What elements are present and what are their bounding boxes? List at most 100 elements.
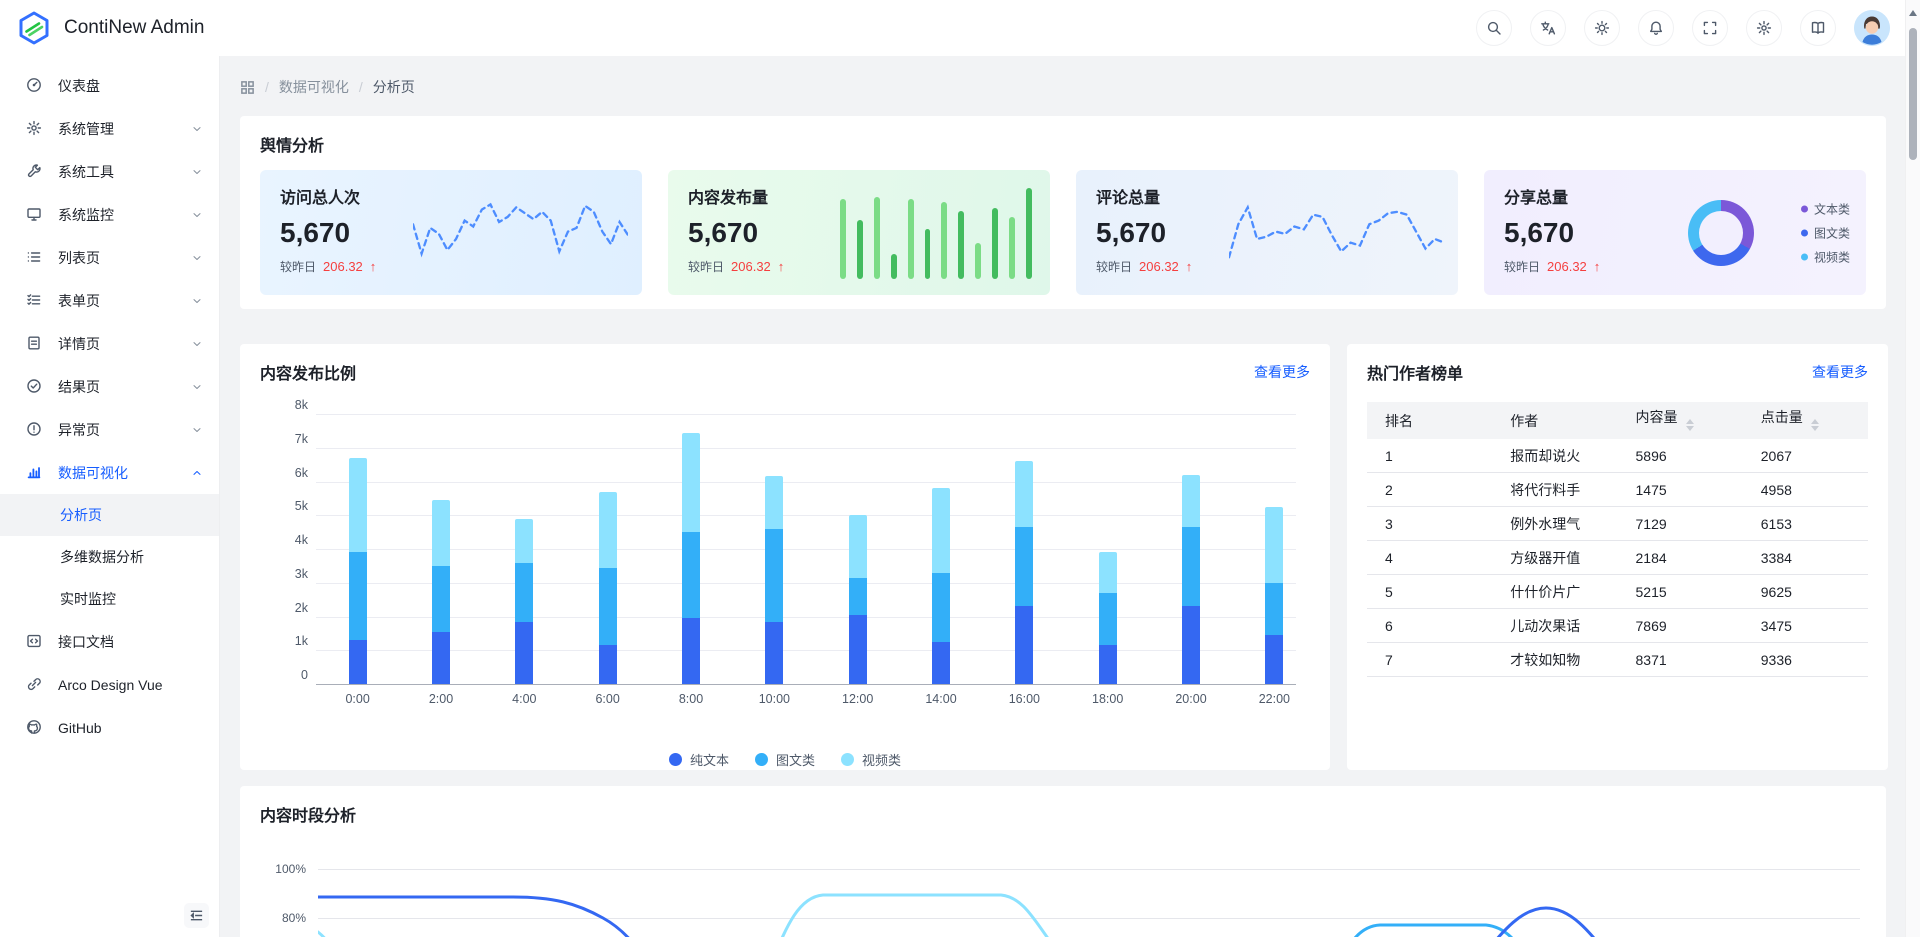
stat-title: 内容发布量	[688, 190, 769, 207]
table-cell: 9625	[1742, 574, 1868, 609]
column-label: 点击量	[1760, 408, 1803, 425]
bar-segment-纯文本	[848, 614, 867, 684]
header-search-button[interactable]	[1476, 10, 1512, 46]
bar-segment-图文类	[682, 532, 700, 619]
sidebar-item-2[interactable]: 系统工具	[0, 150, 219, 193]
bell-icon	[1648, 20, 1664, 36]
sidebar-item-12[interactable]: GitHub	[0, 706, 219, 749]
bar-segment-视频类	[1182, 474, 1200, 528]
sidebar-item-label: GitHub	[58, 719, 102, 736]
donut-legend-item: 文本类	[1800, 200, 1850, 217]
content-ratio-more-link[interactable]: 查看更多	[1254, 364, 1310, 380]
bar-segment-图文类	[932, 572, 950, 642]
table-cell: 3	[1367, 506, 1493, 541]
sidebar-item-8[interactable]: 异常页	[0, 408, 219, 451]
stacked-bar	[932, 488, 950, 684]
time-analysis-panel: 内容时段分析 100% 80%	[240, 786, 1886, 937]
x-axis-label: 12:00	[842, 692, 874, 706]
sidebar-collapse-button[interactable]	[184, 903, 209, 928]
warning-circle-icon	[26, 421, 44, 439]
table-cell: 才较如知物	[1492, 642, 1618, 677]
sidebar-subitem-9-2[interactable]: 实时监控	[0, 578, 219, 620]
bar-segment-纯文本	[432, 631, 450, 684]
authors-col-2: 内容量	[1617, 402, 1743, 439]
authors-more-link[interactable]: 查看更多	[1812, 364, 1868, 380]
fullscreen-icon	[1702, 20, 1718, 36]
delta-value: 206.32	[1547, 259, 1587, 274]
authors-title: 热门作者榜单	[1367, 366, 1464, 383]
bar-segment-视频类	[765, 476, 784, 529]
bar-segment-视频类	[515, 518, 534, 563]
sidebar-subitem-9-0[interactable]: 分析页	[0, 494, 219, 536]
apps-grid-icon[interactable]	[240, 80, 255, 95]
sidebar-item-9[interactable]: 数据可视化	[0, 451, 219, 494]
y-axis-label: 1k	[294, 634, 308, 649]
page-scrollbar[interactable]	[1905, 0, 1920, 937]
breadcrumb-item-analysis: 分析页	[372, 79, 415, 95]
table-row: 4 方级器开值 2184 3384	[1367, 540, 1868, 575]
table-cell: 7	[1367, 642, 1493, 677]
sidebar-nav: 仪表盘 系统管理 系统工具 系统监控 列表页 表单页 详情页 结果页 异常页 数据可视化 分析页 多维…	[0, 56, 220, 937]
gridline	[316, 549, 1296, 550]
table-cell: 报而却说火	[1492, 439, 1618, 473]
bar-segment-视频类	[1015, 461, 1034, 528]
table-cell: 4958	[1742, 472, 1868, 507]
header-bell-button[interactable]	[1638, 10, 1674, 46]
table-cell: 2	[1367, 472, 1493, 507]
sidebar-item-4[interactable]: 列表页	[0, 236, 219, 279]
bar-segment-图文类	[432, 565, 450, 632]
y-axis-label: 4k	[294, 533, 308, 547]
stat-card-row: 访问总人次 5,670 较昨日 206.32 ↑ 内容发布量 5,670 较昨日…	[260, 170, 1866, 295]
form-icon	[26, 292, 44, 310]
authors-col-3: 点击量	[1742, 402, 1868, 439]
mini-bar	[1009, 217, 1016, 279]
app-logo-icon	[16, 10, 52, 46]
bar-segment-图文类	[765, 528, 784, 622]
delta-label: 较昨日	[1096, 260, 1133, 274]
legend-item[interactable]: 纯文本	[668, 750, 729, 769]
stat-title: 访问总人次	[280, 190, 361, 207]
sort-caret-icon[interactable]	[1810, 415, 1819, 435]
bar-segment-纯文本	[1265, 635, 1284, 684]
authors-table: 排名 作者 内容量 点击量 1 报而却说火 5896 2067 2 将代行料手 1475 4958 3…	[1367, 402, 1868, 677]
chevron-down-icon	[191, 166, 203, 178]
bar-segment-图文类	[598, 567, 617, 646]
stat-card-total-shares: 分享总量 5,670 较昨日 206.32 ↑ 文本类 图文类 视频类	[1484, 170, 1866, 295]
authors-col-1: 作者	[1492, 402, 1618, 439]
sidebar-item-0[interactable]: 仪表盘	[0, 64, 219, 107]
scrollbar-up-arrow-icon[interactable]	[1909, 6, 1917, 16]
sidebar-item-3[interactable]: 系统监控	[0, 193, 219, 236]
sidebar-subitem-9-1[interactable]: 多维数据分析	[0, 536, 219, 578]
scrollbar-thumb[interactable]	[1909, 28, 1917, 160]
sidebar-item-5[interactable]: 表单页	[0, 279, 219, 322]
legend-item[interactable]: 视频类	[841, 750, 901, 769]
sidebar-item-6[interactable]: 详情页	[0, 322, 219, 365]
sidebar-item-10[interactable]: 接口文档	[0, 620, 219, 663]
wrench-icon	[26, 163, 44, 181]
gridline	[316, 447, 1296, 449]
delta-value: 206.32	[1139, 259, 1179, 274]
bar-segment-图文类	[848, 577, 867, 615]
sidebar-item-7[interactable]: 结果页	[0, 365, 219, 408]
header-gear-button[interactable]	[1746, 10, 1782, 46]
delta-value: 206.32	[323, 259, 363, 274]
donut-legend-label: 视频类	[1813, 250, 1850, 264]
header-theme-sun-button[interactable]	[1584, 10, 1620, 46]
delta-label: 较昨日	[1504, 260, 1541, 274]
table-cell: 1475	[1617, 472, 1743, 507]
y-axis-label: 2k	[294, 600, 308, 615]
search-icon	[1486, 20, 1502, 36]
breadcrumb-item-visualization[interactable]: 数据可视化	[278, 79, 349, 95]
header-fullscreen-button[interactable]	[1692, 10, 1728, 46]
bar-segment-视频类	[1098, 552, 1117, 593]
header-docs-book-button[interactable]	[1800, 10, 1836, 46]
legend-item[interactable]: 图文类	[754, 750, 815, 769]
authors-col-0: 排名	[1367, 402, 1493, 439]
sort-caret-icon[interactable]	[1685, 415, 1694, 435]
user-avatar[interactable]	[1854, 10, 1890, 46]
sidebar-item-11[interactable]: Arco Design Vue	[0, 663, 219, 706]
mini-bar	[890, 253, 897, 279]
sidebar-item-1[interactable]: 系统管理	[0, 107, 219, 150]
header-translate-button[interactable]	[1530, 10, 1566, 46]
visits-sparkline-chart	[412, 202, 628, 258]
